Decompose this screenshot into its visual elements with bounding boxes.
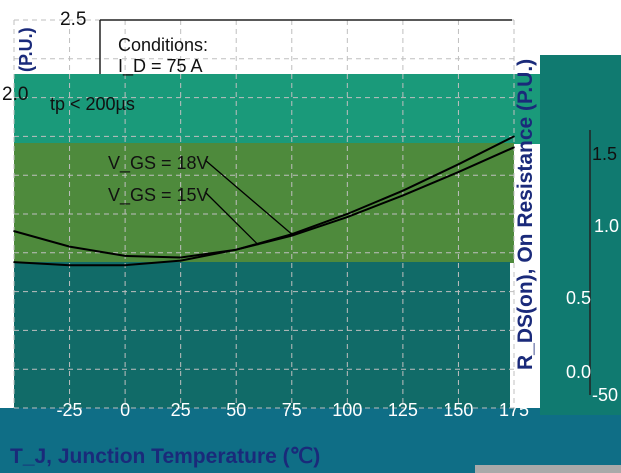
left-y-axis-label: (P.U.) [16,27,36,72]
x-tick-label: 50 [226,400,246,420]
series-line-vgs-18v [13,135,515,267]
image-artifact-band [0,408,621,473]
leader-line-18v [204,159,293,235]
gridlines [13,19,515,409]
data-point [13,261,15,263]
data-point [235,248,238,251]
data-point [513,146,515,149]
data-point [402,189,404,192]
data-point [124,264,126,267]
right-y-tick: 1.5 [592,144,617,164]
series-layer [13,135,515,267]
data-point [290,234,293,237]
x-tick-labels: -25 0 25 50 75 100 125 150 175 [57,400,529,420]
data-point [346,216,349,218]
left-y-tick: 2.5 [60,9,86,30]
image-artifact-band [475,465,621,473]
data-point [179,256,182,259]
image-artifact-band [14,262,510,410]
x-tick-label: -25 [57,400,83,420]
leader-line-15v [204,191,259,246]
data-point [457,171,460,173]
right-y-tick: 0.5 [566,288,591,308]
data-point [13,230,15,232]
data-point [124,255,126,257]
data-point [68,245,71,248]
data-point [68,264,71,267]
left-y-tick: 2.0 [2,84,28,105]
right-y-tick: 1.0 [594,216,619,236]
x-axis-label: T_J, Junction Temperature (℃) [10,445,320,468]
x-tick-label: 75 [282,400,302,420]
x-tick-label: 0 [120,400,130,420]
x-tick-label: 125 [388,400,418,420]
series-label-18v: V_GS = 18V [108,153,209,174]
data-point [513,135,515,138]
data-point [402,194,404,197]
right-y-axis-label: R_DS(on), On Resistance (P.U.) [514,59,537,370]
axes [99,19,591,395]
x-tick-label: 100 [332,400,362,420]
data-point [346,213,349,215]
x-tick-label: 25 [171,400,191,420]
x-tick-label: 175 [499,400,529,420]
image-artifact-band [14,74,544,144]
right-y-tick: -50 [592,385,618,405]
x-tick-label: 150 [443,400,473,420]
data-point [179,259,182,262]
series-label-15v: V_GS = 15V [108,185,209,206]
data-point [457,163,460,166]
id-condition: I_D = 75 A [118,56,203,77]
image-artifact-band [540,55,621,415]
conditions-label: Conditions: [118,35,208,55]
series-line-vgs-15v [13,146,515,259]
right-y-tick: 0.0 [566,362,591,382]
tp-condition: tp < 200µs [50,94,135,114]
